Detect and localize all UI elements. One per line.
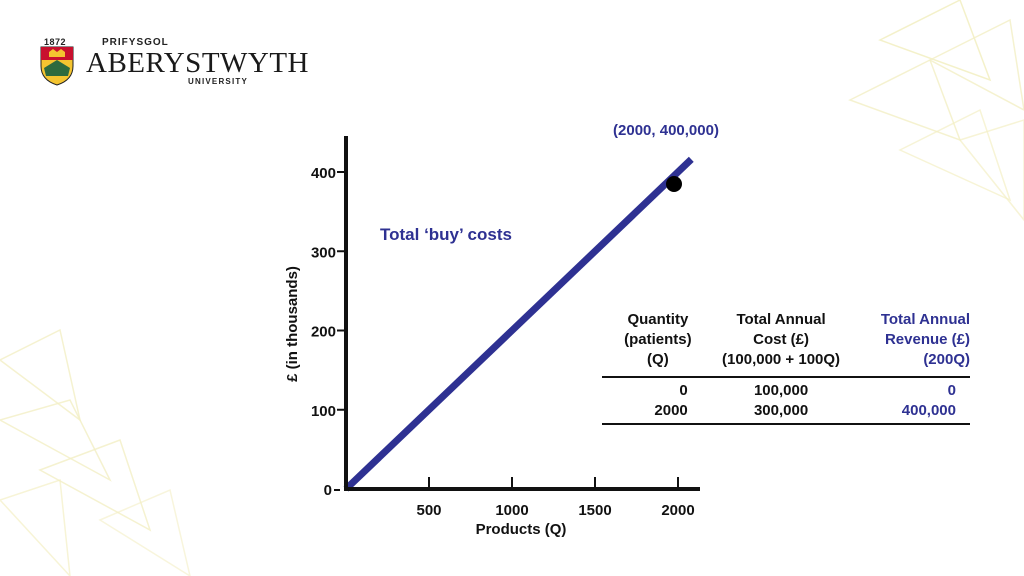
- header-revenue-line2: Revenue (£): [884, 331, 970, 348]
- header-cost-line2: Cost (£): [753, 331, 809, 348]
- x-tick-label: 500: [416, 502, 441, 519]
- table-row: 2000 300,000 400,000: [602, 401, 970, 425]
- header-cost: Total Annual Cost (£) (100,000 + 100Q): [713, 310, 849, 378]
- highlight-point: [666, 176, 682, 192]
- y-tick-label: 300: [311, 244, 336, 261]
- y-tick-label: 0: [324, 482, 332, 499]
- x-axis-ticks: 500 1000 1500 2000: [416, 477, 695, 519]
- decor-triangle: [848, 58, 962, 142]
- x-tick-label: 2000: [661, 502, 694, 519]
- decor-triangle: [0, 478, 71, 576]
- decor-triangle: [98, 488, 191, 576]
- header-quantity-line2: (patients): [624, 331, 692, 348]
- decor-triangle: [958, 119, 1024, 222]
- cell-cost: 100,000: [753, 382, 809, 399]
- header-quantity-line1: Quantity: [627, 311, 689, 328]
- y-axis-label: £ (in thousands): [284, 266, 301, 382]
- y-tick-label: 100: [311, 403, 336, 420]
- series-layer: [343, 156, 694, 492]
- header-revenue-line1: Total Annual: [880, 311, 970, 328]
- x-axis-label: Products (Q): [476, 521, 567, 538]
- y-axis-ticks: 0 100 200 300 400: [311, 165, 346, 499]
- header-revenue-line3: (200Q): [923, 351, 970, 368]
- cost-revenue-table: Quantity (patients) (Q) Total Annual Cos…: [602, 310, 970, 425]
- logo-university: UNIVERSITY: [188, 77, 249, 86]
- series-line: [343, 156, 694, 492]
- header-quantity-line3: (Q): [647, 351, 669, 368]
- header-cost-line1: Total Annual: [736, 311, 826, 328]
- table-header-row: Quantity (patients) (Q) Total Annual Cos…: [602, 310, 970, 378]
- cell-quantity: 2000: [602, 401, 714, 425]
- university-logo: 1872 PRIFYSGOL ABERYSTWYTH UNIVERSITY: [38, 36, 309, 92]
- y-tick-label: 400: [311, 165, 336, 182]
- cell-cost: 300,000: [713, 401, 849, 425]
- cell-revenue: 400,000: [848, 401, 970, 425]
- table-row: 0 100,000 0: [602, 377, 970, 401]
- decor-triangle: [0, 399, 112, 482]
- x-tick-label: 1000: [495, 502, 528, 519]
- header-cost-line3: (100,000 + 100Q): [722, 351, 841, 368]
- highlight-point-label: (2000, 400,000): [613, 122, 719, 139]
- decor-triangle: [928, 18, 1024, 111]
- cell-quantity: 0: [679, 382, 688, 399]
- x-tick-label: 1500: [578, 502, 611, 519]
- series-label: Total ‘buy’ costs: [380, 225, 512, 244]
- decor-triangle: [38, 439, 152, 532]
- crest-icon: [40, 46, 74, 86]
- logo-year: 1872: [44, 37, 67, 47]
- y-tick-label: 200: [311, 324, 336, 341]
- logo-aberystwyth: ABERYSTWYTH: [86, 47, 309, 79]
- decor-triangle: [0, 328, 82, 422]
- logo-prifysgol: PRIFYSGOL: [102, 37, 169, 48]
- decor-triangle: [898, 108, 1012, 202]
- decor-triangle: [878, 0, 992, 82]
- header-quantity: Quantity (patients) (Q): [602, 310, 714, 378]
- header-revenue: Total Annual Revenue (£) (200Q): [848, 310, 970, 378]
- cell-revenue: 0: [947, 382, 956, 399]
